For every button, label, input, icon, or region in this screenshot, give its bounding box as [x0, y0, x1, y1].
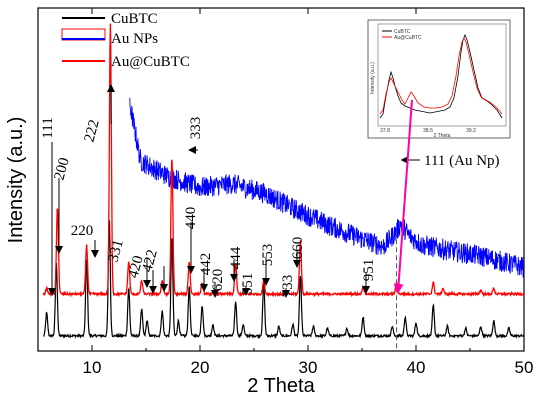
- inset-legend-au-cubtc: Au@CuBTC: [394, 35, 422, 41]
- inset-xtick-2: 39.2: [466, 128, 476, 134]
- inset-chart: CuBTC Au@CuBTC Intensity (a.u.) 37.8 38.…: [367, 19, 511, 139]
- inset-plot-area: [377, 23, 507, 127]
- inset-legend-cubtc: CuBTC: [394, 29, 411, 35]
- annotation-label-220-3: 220: [71, 223, 94, 239]
- x-axis-title: 2 Theta: [247, 375, 315, 397]
- ticks-layer: 10 20 30 40 50: [37, 8, 534, 377]
- annotation-label-331-4: 331: [105, 238, 126, 264]
- annotation-label-733-14: 733: [280, 275, 296, 298]
- annotation-label-222-2: 222: [81, 118, 102, 144]
- annotation-label-200-1: 200: [51, 156, 72, 182]
- inset-au-cubtc-curve: [379, 37, 503, 115]
- inset-cubtc-curve: [379, 33, 503, 119]
- x-tick-label-2: 30: [299, 358, 318, 377]
- inset-xtick-0: 37.8: [380, 128, 390, 134]
- annotation-label-444-11: 444: [228, 246, 244, 269]
- annotation-label-551-12: 551: [240, 273, 256, 296]
- annotation-label-422-6: 422: [139, 248, 160, 274]
- legend-label-au-nps: Au NPs: [111, 31, 158, 47]
- annotation-label-440-8: 440: [183, 207, 199, 230]
- annotation-label-420-5: 420: [125, 254, 146, 280]
- legend-label-cubtc: CuBTC: [111, 11, 158, 27]
- x-tick-label-0: 10: [83, 358, 102, 377]
- y-axis-title: Intensity (a.u.): [5, 117, 27, 244]
- annotation-label-333-7: 333: [188, 117, 204, 140]
- annotation-label-660-15: 660: [290, 237, 306, 260]
- x-tick-label-1: 20: [191, 358, 210, 377]
- annotation-label-951-16: 951: [361, 259, 377, 282]
- series-line-cubtc: [42, 220, 525, 340]
- x-tick-label-3: 40: [407, 358, 426, 377]
- inset-ylabel: Intensity (a.u.): [370, 62, 376, 94]
- inset-xlabel: 2 Theta: [434, 133, 451, 139]
- annotation-label-111-au-np: 111 (Au Np): [424, 153, 500, 169]
- legend-label-au-cubtc: Au@CuBTC: [111, 54, 190, 70]
- annotation-label-442-9: 442: [198, 253, 214, 276]
- annotation-label-620-10: 620: [210, 269, 226, 292]
- annotation-label-111-0: 111: [40, 117, 56, 138]
- plot-frame: [37, 7, 525, 352]
- annotation-label-553-13: 553: [260, 244, 276, 267]
- legend: CuBTC Au NPs Au@CuBTC: [61, 11, 190, 70]
- inset-pointer-arrow: [393, 99, 413, 294]
- inset-xtick-1: 38.5: [423, 128, 433, 134]
- x-tick-label-4: 50: [515, 358, 534, 377]
- series-line-au-nps: [129, 97, 525, 278]
